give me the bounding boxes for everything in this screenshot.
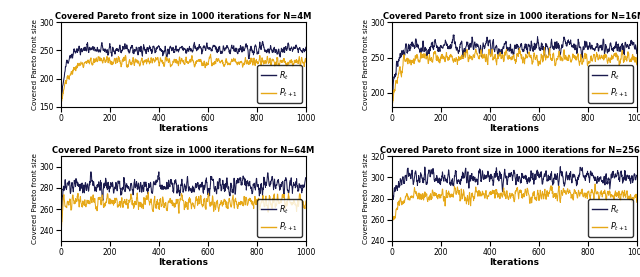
Legend: $R_t$, $P_{t+1}$: $R_t$, $P_{t+1}$ [257,199,302,237]
Title: Covered Pareto front size in 1000 iterations for N=16M: Covered Pareto front size in 1000 iterat… [383,12,640,21]
Legend: $R_t$, $P_{t+1}$: $R_t$, $P_{t+1}$ [257,65,302,103]
X-axis label: Iterations: Iterations [489,258,540,267]
Legend: $R_t$, $P_{t+1}$: $R_t$, $P_{t+1}$ [588,65,633,103]
Y-axis label: Covered Pareto front size: Covered Pareto front size [32,19,38,110]
Title: Covered Pareto front size in 1000 iterations for N=256M: Covered Pareto front size in 1000 iterat… [380,146,640,155]
Legend: $R_t$, $P_{t+1}$: $R_t$, $P_{t+1}$ [588,199,633,237]
Y-axis label: Covered Pareto front size: Covered Pareto front size [32,153,38,244]
Y-axis label: Covered Pareto front size: Covered Pareto front size [363,153,369,244]
X-axis label: Iterations: Iterations [489,124,540,133]
Y-axis label: Covered Pareto front size: Covered Pareto front size [363,19,369,110]
Title: Covered Pareto front size in 1000 iterations for N=4M: Covered Pareto front size in 1000 iterat… [55,12,312,21]
X-axis label: Iterations: Iterations [158,124,209,133]
Title: Covered Pareto front size in 1000 iterations for N=64M: Covered Pareto front size in 1000 iterat… [52,146,314,155]
X-axis label: Iterations: Iterations [158,258,209,267]
